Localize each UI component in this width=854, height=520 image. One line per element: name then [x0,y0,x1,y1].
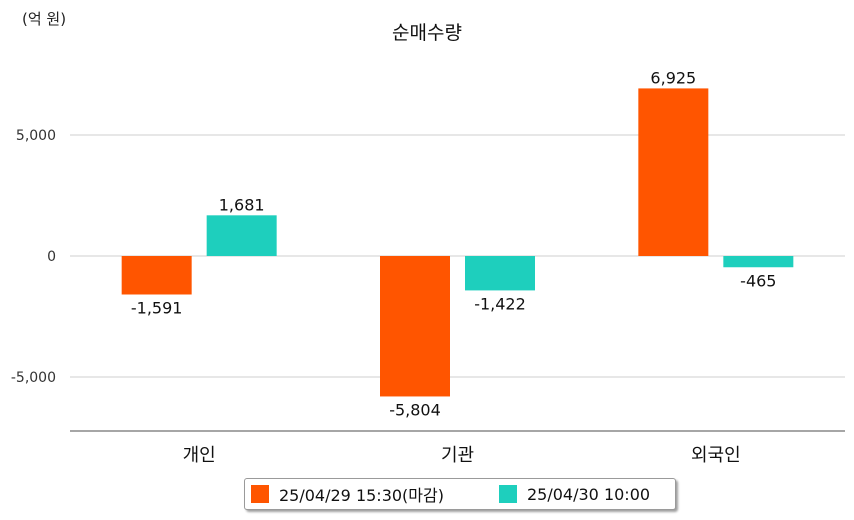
y-tick-label: -5,000 [11,370,56,386]
bar [121,256,192,295]
bar [206,215,277,256]
x-category-label: 개인 [183,445,216,466]
bar [638,88,709,256]
chart-title: 순매수량 [392,22,462,44]
bar [380,256,450,397]
data-label: -1,422 [474,294,526,313]
legend-item-series-1[interactable]: 25/04/29 15:30(마감) [251,479,444,509]
unit-label: (억 원) [22,10,67,28]
y-tick-label: 5,000 [16,128,56,144]
bar [465,256,535,291]
bar [723,256,794,268]
data-label: -5,804 [389,400,441,419]
data-label: -465 [740,271,776,290]
data-label: -1,591 [131,299,183,318]
data-label: 1,681 [219,195,265,214]
data-label: 6,925 [650,68,696,87]
legend-item-series-2[interactable]: 25/04/30 10:00 [499,479,650,509]
x-category-label: 외국인 [691,445,741,466]
x-category-label: 기관 [441,445,474,466]
legend: 25/04/29 15:30(마감) 25/04/30 10:00 [244,478,676,510]
bar-chart: 5,000 0 -5,000 개인 -1,591 1,681 기관 -5,804 -1,422 외… [11,68,845,466]
legend-label-series-1: 25/04/29 15:30(마감) [279,486,444,505]
legend-label-series-2: 25/04/30 10:00 [527,484,651,504]
legend-swatch-series-2 [499,485,517,503]
y-tick-label: 0 [47,249,56,265]
legend-swatch-series-1 [251,485,269,503]
